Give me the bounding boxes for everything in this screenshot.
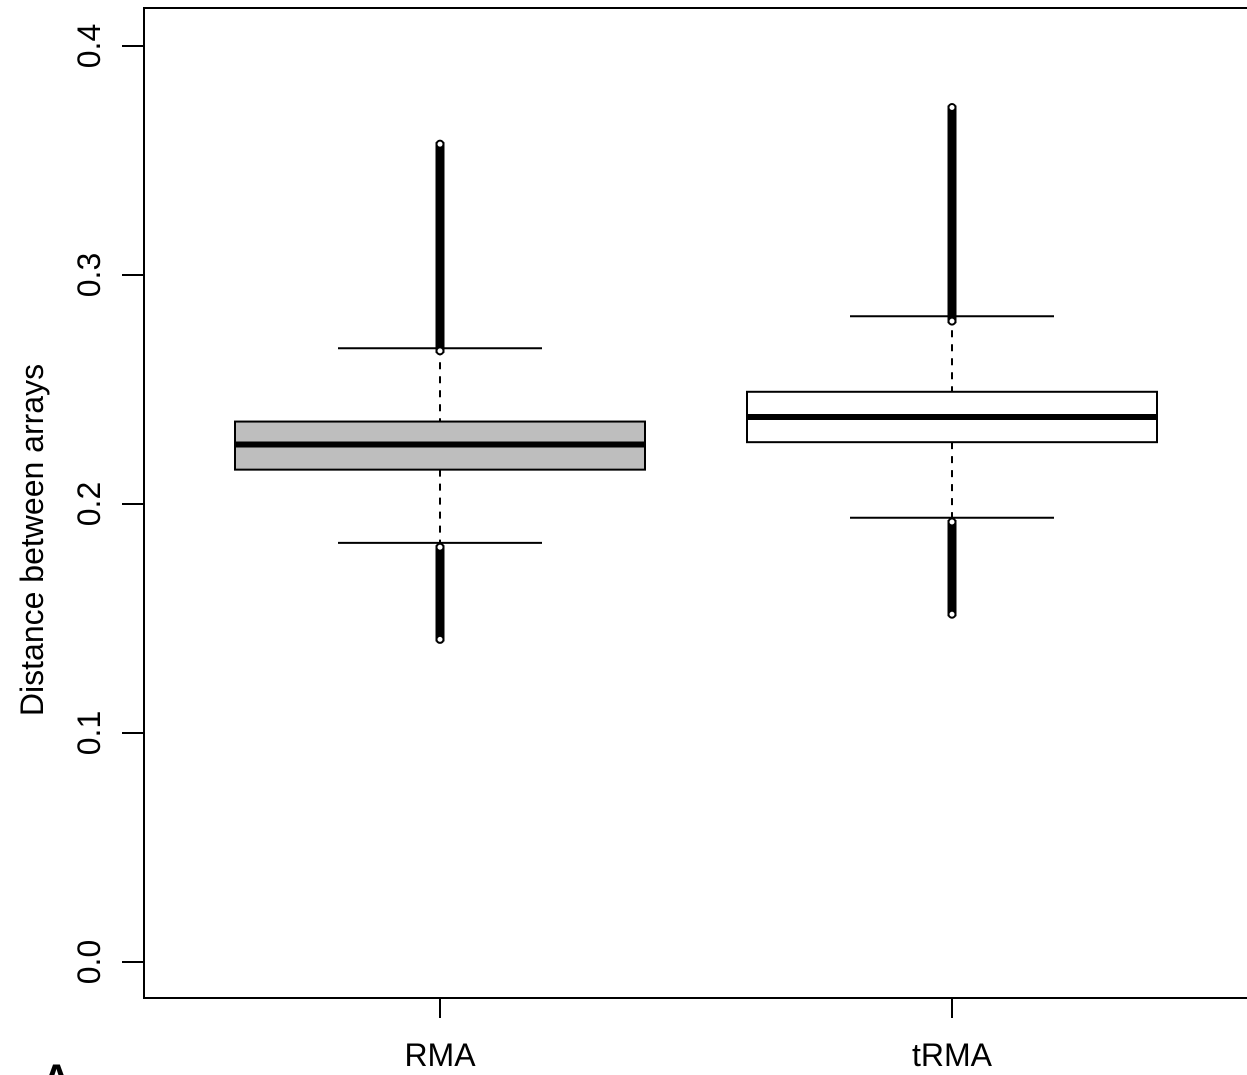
x-tick-label: RMA <box>404 1037 476 1073</box>
outlier-point <box>947 517 957 527</box>
outlier-band <box>947 520 957 617</box>
outlier-point <box>435 346 445 356</box>
outlier-band <box>435 142 445 353</box>
plot-border <box>143 7 1247 999</box>
x-tick-label: tRMA <box>912 1037 993 1073</box>
upper-outliers <box>435 139 445 356</box>
outlier-band <box>435 545 445 642</box>
lower-outliers <box>435 542 445 644</box>
outlier-point <box>435 542 445 552</box>
x-axis: RMA tRMA <box>404 998 993 1073</box>
boxes <box>234 103 1158 644</box>
outlier-point <box>947 316 957 326</box>
y-tick-label: 0.0 <box>71 940 107 984</box>
y-tick-label: 0.2 <box>71 482 107 526</box>
upper-outliers <box>947 103 957 326</box>
plot-frame <box>143 7 1247 999</box>
panel-label: A <box>42 1057 71 1075</box>
box-rma <box>234 139 646 644</box>
lower-outliers <box>947 517 957 619</box>
outlier-point <box>435 139 445 149</box>
y-tick-label: 0.3 <box>71 253 107 297</box>
outlier-point <box>947 103 957 113</box>
y-axis-label: Distance between arrays <box>14 364 50 716</box>
outlier-point <box>435 634 445 644</box>
outlier-point <box>947 609 957 619</box>
y-tick-label: 0.4 <box>71 24 107 68</box>
y-axis: 0.0 0.1 0.2 0.3 0.4 <box>71 24 144 984</box>
box-trma <box>746 103 1158 619</box>
outlier-band <box>947 105 957 324</box>
y-tick-label: 0.1 <box>71 711 107 755</box>
